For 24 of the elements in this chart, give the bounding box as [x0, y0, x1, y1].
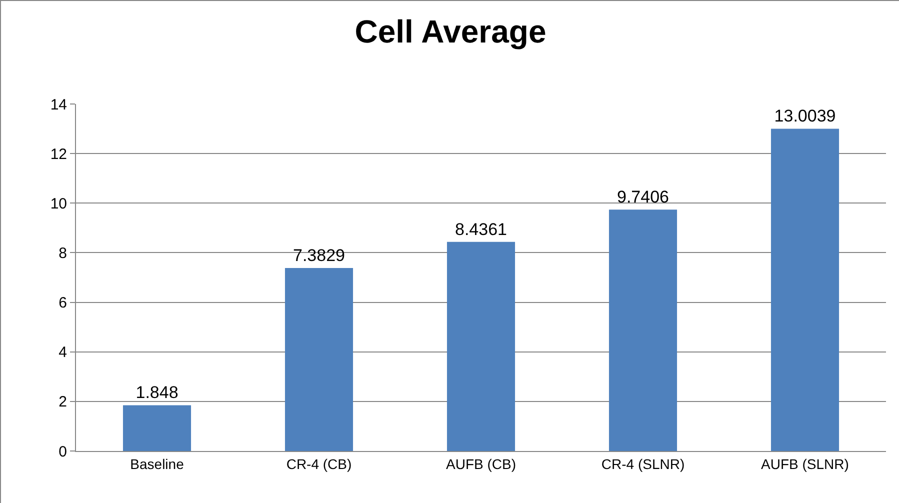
bar: [284, 268, 354, 451]
y-tick-label: 0: [58, 443, 67, 460]
data-label: 1.848: [136, 383, 178, 402]
y-tick-label: 2: [58, 394, 67, 411]
y-tick-label: 14: [50, 96, 67, 114]
data-label: 7.3829: [293, 246, 345, 266]
y-tick-label: 12: [50, 146, 67, 163]
data-label: 13.0039: [774, 106, 836, 126]
bar: [770, 128, 840, 451]
data-label: 9.7406: [617, 188, 669, 207]
x-tick-label: AUFB (SLNR): [761, 456, 849, 472]
x-tick-label: CR-4 (CB): [286, 456, 352, 472]
x-tick-label: Baseline: [130, 456, 184, 472]
y-tick-label: 8: [58, 244, 67, 262]
y-tick-label: 10: [50, 195, 67, 212]
bar: [608, 210, 678, 451]
y-tick-label: 6: [58, 294, 67, 312]
data-label: 8.4361: [455, 220, 507, 239]
y-tick-label: 4: [58, 344, 67, 362]
chart-title: Cell Average: [354, 13, 546, 50]
bar: [446, 242, 516, 451]
x-tick-label: CR-4 (SLNR): [601, 456, 685, 472]
bar: [122, 405, 192, 451]
x-tick-label: AUFB (CB): [446, 456, 516, 472]
